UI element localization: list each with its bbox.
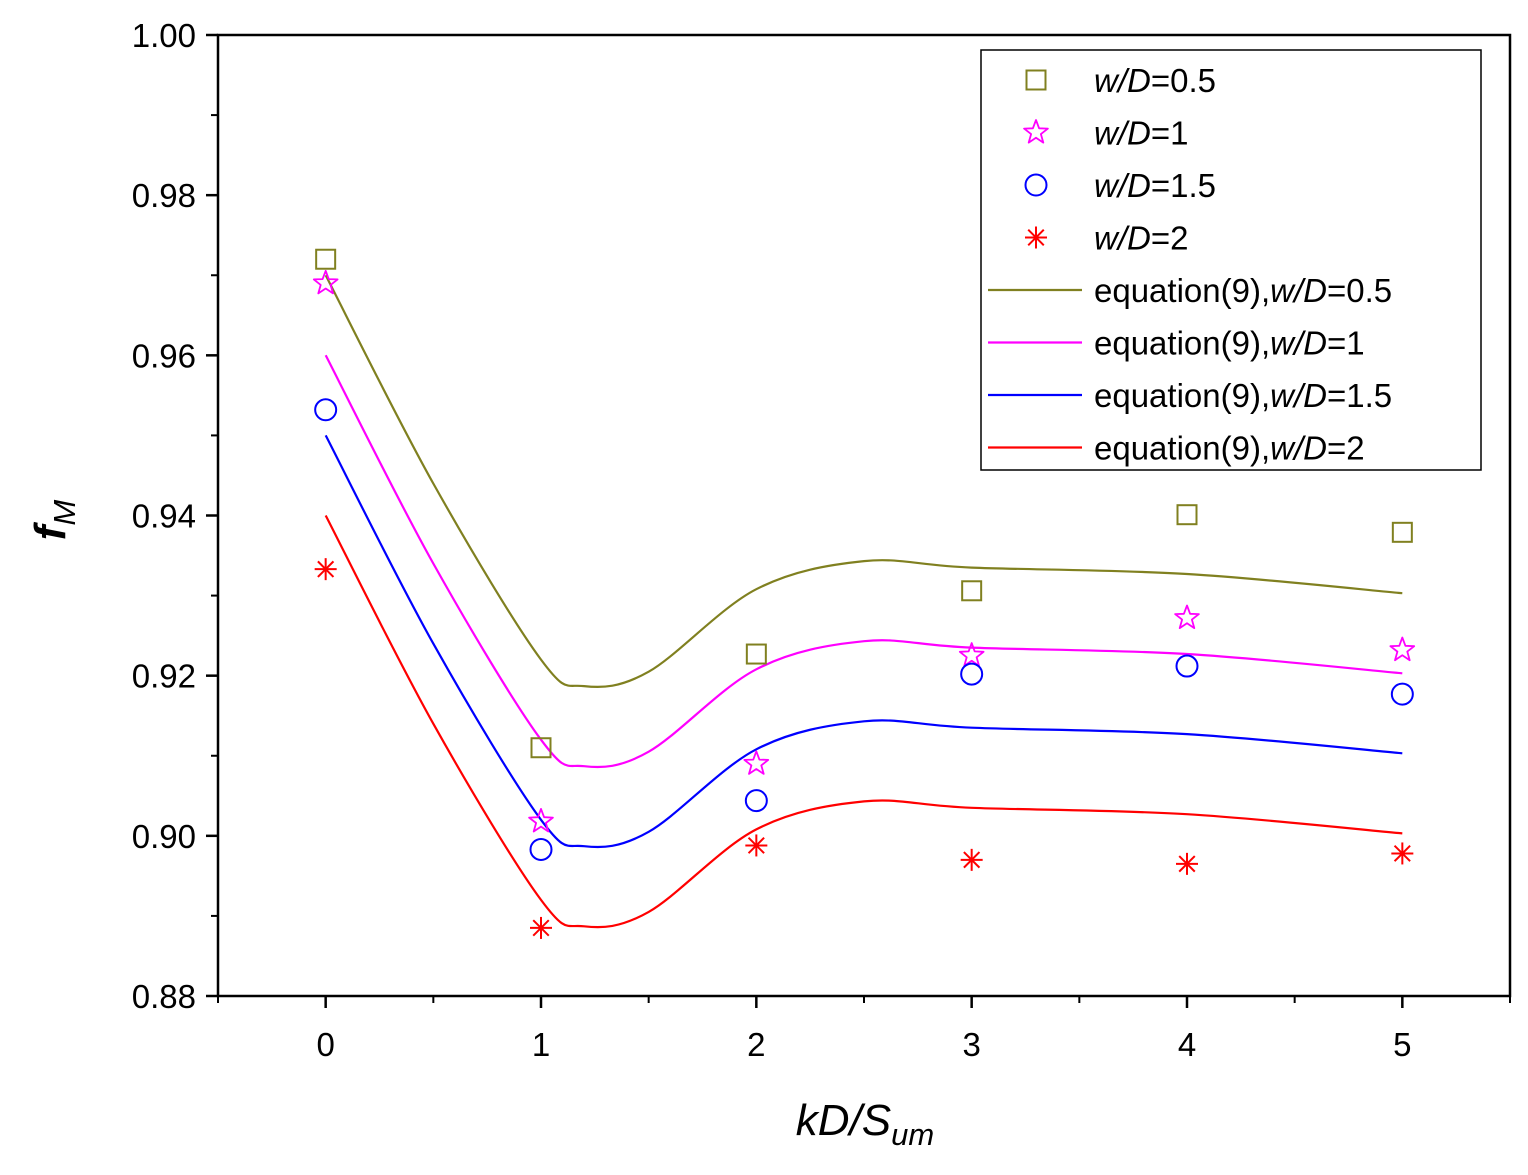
x-tick-label: 0 (316, 1026, 334, 1063)
plot-frame (216, 33, 1512, 998)
data-markers (312, 248, 1416, 939)
y-tick-label: 0.92 (132, 658, 196, 695)
legend-label: equation(9),w/D=0.5 (1094, 272, 1392, 309)
legend-label-prefix: equation(9), (1094, 377, 1270, 414)
y-tick-label: 0.90 (132, 818, 196, 855)
legend-label: equation(9),w/D=1.5 (1094, 377, 1392, 414)
legend-label-italic: w/D (1094, 167, 1151, 204)
x-tick-label: 5 (1393, 1026, 1411, 1063)
legend-box (980, 49, 1482, 471)
fit-line-4 (324, 274, 1403, 689)
data-point-star (1174, 604, 1200, 629)
legend-item: equation(9),w/D=0.5 (988, 272, 1392, 309)
y-tick-label: 0.88 (132, 978, 196, 1015)
x-tick-label: 3 (962, 1026, 980, 1063)
legend-item: w/D=0.5 (1025, 62, 1216, 99)
data-point-star (312, 269, 339, 295)
data-point-asterisk (314, 558, 337, 581)
legend-label-value: =0.5 (1151, 62, 1216, 99)
legend-marker-swatch (1024, 173, 1048, 197)
data-point-star (958, 642, 985, 667)
legend-label: w/D=1 (1094, 115, 1188, 152)
data-point-asterisk (960, 848, 983, 871)
data-point-square (961, 580, 983, 602)
data-point-square (315, 248, 337, 270)
legend-label: equation(9),w/D=1 (1094, 325, 1365, 362)
y-axis-title-main: f (26, 521, 75, 540)
x-tick-label: 4 (1178, 1026, 1196, 1063)
data-point-asterisk (1391, 842, 1414, 865)
y-tick-label: 0.98 (132, 177, 196, 214)
data-point-star (528, 808, 554, 833)
data-point-circle (744, 789, 768, 813)
fit-line-7 (324, 514, 1403, 929)
data-point-square (745, 643, 767, 665)
x-tick-label: 1 (532, 1026, 550, 1063)
legend-label-prefix: equation(9), (1094, 325, 1270, 362)
data-point-asterisk (1176, 852, 1198, 875)
y-tick-label: 1.00 (132, 17, 196, 54)
legend-label: w/D=0.5 (1094, 62, 1216, 99)
legend-marker-swatch (1025, 69, 1047, 91)
data-point-circle (960, 662, 984, 686)
legend-label-italic: w/D (1270, 272, 1327, 309)
legend-item: equation(9),w/D=2 (988, 430, 1365, 467)
legend-label-prefix: equation(9), (1094, 272, 1270, 309)
data-point-circle (314, 398, 338, 422)
legend-label-value: =1 (1327, 325, 1365, 362)
legend-label: equation(9),w/D=2 (1094, 430, 1365, 467)
legend-item: w/D=2 (1025, 220, 1188, 257)
data-point-circle (1175, 654, 1199, 678)
data-point-square (1176, 504, 1198, 526)
legend-item: equation(9),w/D=1 (988, 325, 1365, 362)
x-axis-title-main: kD/S (796, 1096, 891, 1145)
legend-item: equation(9),w/D=1.5 (988, 377, 1392, 414)
data-point-square (530, 737, 552, 759)
legend-label-italic: w/D (1094, 62, 1151, 99)
legend-marker-swatch (1023, 119, 1049, 144)
data-point-circle (1390, 682, 1414, 706)
legend-label: w/D=1.5 (1094, 167, 1216, 204)
y-axis-title: fM (26, 500, 82, 541)
legend-label-value: =0.5 (1327, 272, 1392, 309)
legend-item: w/D=1 (1023, 115, 1188, 152)
data-point-circle (529, 837, 553, 861)
legend-label-prefix: equation(9), (1094, 430, 1270, 467)
legend-marker-swatch (1025, 226, 1047, 249)
legend-label-value: =1 (1151, 115, 1189, 152)
legend-item: w/D=1.5 (1024, 167, 1216, 204)
legend-label-italic: w/D (1270, 325, 1327, 362)
legend-label-value: =2 (1327, 430, 1365, 467)
y-axis-title-sub: M (47, 500, 82, 526)
fit-line-5 (324, 354, 1403, 769)
x-axis-title-sub: um (891, 1117, 934, 1152)
data-point-asterisk (745, 834, 768, 857)
legend-label-italic: w/D (1094, 220, 1151, 257)
legend-label-italic: w/D (1094, 115, 1151, 152)
data-point-star (743, 750, 770, 775)
x-tick-labels: 0 1 2 3 4 5 (316, 1026, 1411, 1063)
y-tick-labels: 0.88 0.90 0.92 0.94 0.96 0.98 1.00 (132, 17, 196, 1015)
y-tick-label: 0.96 (132, 337, 196, 374)
legend: w/D=0.5w/D=1w/D=1.5w/D=2equation(9),w/D=… (980, 49, 1482, 471)
legend-label-value: =1.5 (1151, 167, 1216, 204)
data-point-square (1391, 521, 1413, 543)
legend-label-value: =2 (1151, 220, 1189, 257)
data-point-star (1389, 636, 1416, 662)
fit-lines (324, 274, 1403, 929)
fit-line-6 (324, 434, 1403, 849)
y-tick-label: 0.94 (132, 498, 196, 535)
legend-label-value: =1.5 (1327, 377, 1392, 414)
legend-label: w/D=2 (1094, 220, 1188, 257)
x-axis-title: kD/Sum (796, 1096, 934, 1152)
x-tick-label: 2 (747, 1026, 765, 1063)
legend-label-italic: w/D (1270, 377, 1327, 414)
data-point-asterisk (530, 916, 552, 939)
legend-label-italic: w/D (1270, 430, 1327, 467)
